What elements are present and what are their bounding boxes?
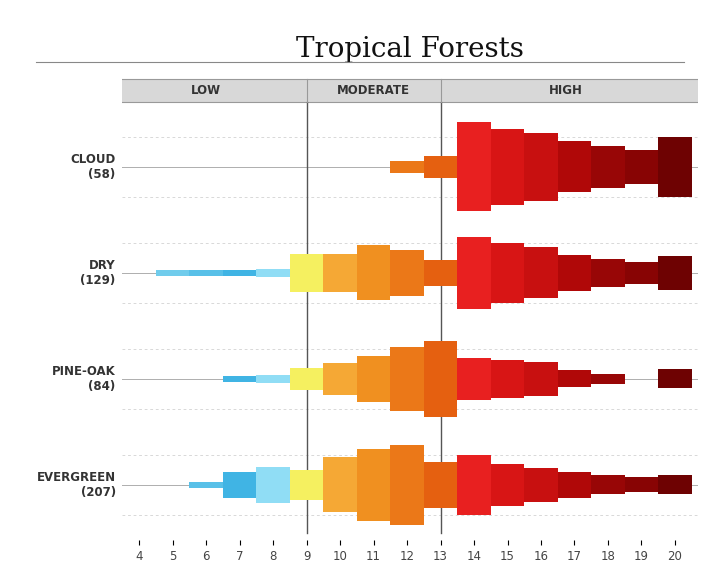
Bar bbox=[357, 449, 390, 521]
Bar bbox=[390, 249, 424, 296]
Bar bbox=[323, 254, 357, 292]
Bar bbox=[524, 248, 558, 298]
Bar bbox=[390, 444, 424, 525]
Bar bbox=[156, 270, 189, 275]
Bar bbox=[189, 270, 223, 275]
Bar bbox=[390, 160, 424, 173]
Bar bbox=[424, 461, 457, 508]
Bar bbox=[424, 340, 457, 417]
Text: MODERATE: MODERATE bbox=[337, 84, 410, 97]
Bar bbox=[290, 470, 323, 500]
Bar bbox=[658, 369, 692, 389]
Bar bbox=[457, 122, 491, 211]
Bar bbox=[524, 468, 558, 502]
Bar bbox=[658, 475, 692, 494]
Text: PINE-OAK
(84): PINE-OAK (84) bbox=[52, 365, 116, 393]
Bar bbox=[558, 255, 591, 291]
Bar bbox=[625, 262, 658, 284]
Text: HIGH: HIGH bbox=[549, 84, 583, 97]
Bar bbox=[357, 245, 390, 301]
Title: Tropical Forests: Tropical Forests bbox=[297, 36, 524, 63]
Bar bbox=[223, 376, 256, 382]
Bar bbox=[558, 370, 591, 387]
Bar bbox=[625, 477, 658, 492]
Bar bbox=[558, 472, 591, 498]
Bar bbox=[290, 254, 323, 292]
Text: LOW: LOW bbox=[191, 84, 221, 97]
Bar bbox=[524, 133, 558, 201]
Bar bbox=[256, 269, 290, 276]
Bar bbox=[457, 237, 491, 309]
Bar bbox=[591, 146, 625, 188]
Bar bbox=[491, 360, 524, 398]
Text: EVERGREEN
(207): EVERGREEN (207) bbox=[37, 471, 116, 499]
Bar bbox=[524, 362, 558, 396]
Bar bbox=[424, 260, 457, 286]
Bar bbox=[591, 259, 625, 286]
Bar bbox=[591, 373, 625, 384]
Bar bbox=[323, 363, 357, 395]
Bar bbox=[491, 464, 524, 506]
Bar bbox=[290, 368, 323, 390]
Text: CLOUD
(58): CLOUD (58) bbox=[71, 153, 116, 181]
Bar bbox=[591, 475, 625, 494]
Bar bbox=[658, 256, 692, 290]
Text: DRY
(129): DRY (129) bbox=[81, 259, 116, 287]
Bar bbox=[223, 270, 256, 275]
Bar bbox=[457, 357, 491, 400]
Bar bbox=[558, 141, 591, 193]
Bar bbox=[424, 156, 457, 177]
Bar bbox=[256, 467, 290, 503]
Bar bbox=[256, 375, 290, 383]
Bar bbox=[357, 356, 390, 402]
Bar bbox=[491, 129, 524, 205]
Bar bbox=[189, 483, 223, 488]
Bar bbox=[625, 150, 658, 184]
Bar bbox=[390, 347, 424, 411]
Bar bbox=[323, 457, 357, 512]
Bar bbox=[223, 472, 256, 498]
Bar bbox=[491, 243, 524, 302]
Bar bbox=[457, 456, 491, 515]
Bar bbox=[658, 137, 692, 197]
Bar bbox=[122, 79, 698, 102]
